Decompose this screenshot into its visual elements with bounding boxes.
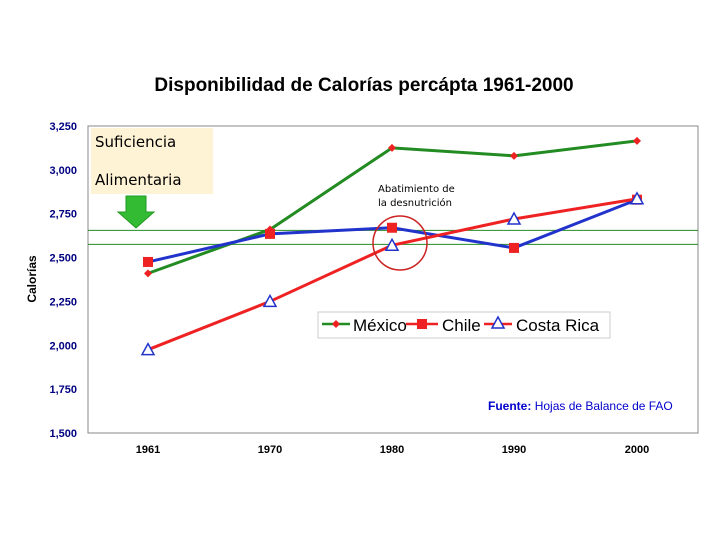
y-tick-labels: 1,500 1,750 2,000 2,250 2,500 2,750 3,000 3,250 [49,121,77,440]
data-point-costa-rica [384,237,400,252]
legend-marker-costa-rica [490,315,506,329]
legend-label-chile: Chile [442,316,481,335]
source-text: Hojas de Balance de FAO [535,399,673,413]
legend-box [317,311,611,339]
x-tick-labels: 1961 1970 1980 1990 2000 [136,444,649,456]
x-tick-label: 1961 [136,444,160,456]
data-point-m-xico [510,151,518,160]
data-point-chile [387,222,397,233]
plot-frame [87,125,699,434]
data-point-chile [143,256,153,267]
data-point-m-xico [633,136,641,145]
data-point-costa-rica [629,191,645,205]
legend-label-costa-rica: Costa Rica [516,316,600,335]
sufficiency-box: Suficiencia Alimentaria [91,128,213,194]
y-tick-label: 2,500 [49,253,77,265]
data-point-m-xico [144,269,152,278]
y-tick-label: 2,250 [49,296,77,308]
data-point-costa-rica [506,211,522,225]
data-series [140,136,645,356]
y-tick-label: 3,000 [49,165,77,177]
data-point-costa-rica [262,293,278,308]
sufficiency-label-line2: Alimentaria [95,171,182,189]
malnutrition-note: Abatimiento de la desnutrición [378,183,488,211]
x-tick-label: 2000 [625,444,649,456]
y-axis-label: Calorías [25,255,39,303]
highlight-circle [372,215,428,271]
y-tick-label: 2,000 [49,340,77,352]
legend-label-mexico: México [353,316,407,335]
malnutrition-note-line1: Abatimiento de [378,184,455,195]
x-tick-label: 1970 [258,444,282,456]
y-tick-label: 3,250 [49,121,77,133]
x-tick-label: 1990 [502,444,526,456]
down-arrow-icon [116,195,156,229]
legend-marker-chile [417,319,427,329]
data-point-chile [265,228,275,239]
y-tick-label: 2,750 [49,209,77,221]
y-tick-label: 1,500 [49,428,77,440]
chart-title: Disponibilidad de Calorías percápta 1961… [154,75,573,96]
x-tick-label: 1980 [380,444,404,456]
legend: México Chile Costa Rica [317,311,611,339]
legend-marker-mexico [332,320,340,328]
y-tick-label: 1,750 [49,384,77,396]
sufficiency-label-line1: Suficiencia [95,133,177,151]
data-point-chile [509,242,519,253]
source-label: Fuente: [488,399,531,413]
data-point-m-xico [388,143,396,152]
data-point-costa-rica [140,342,156,356]
malnutrition-note-line2: la desnutrición [378,198,453,209]
source-note: Fuente: Hojas de Balance de FAO [488,399,673,413]
